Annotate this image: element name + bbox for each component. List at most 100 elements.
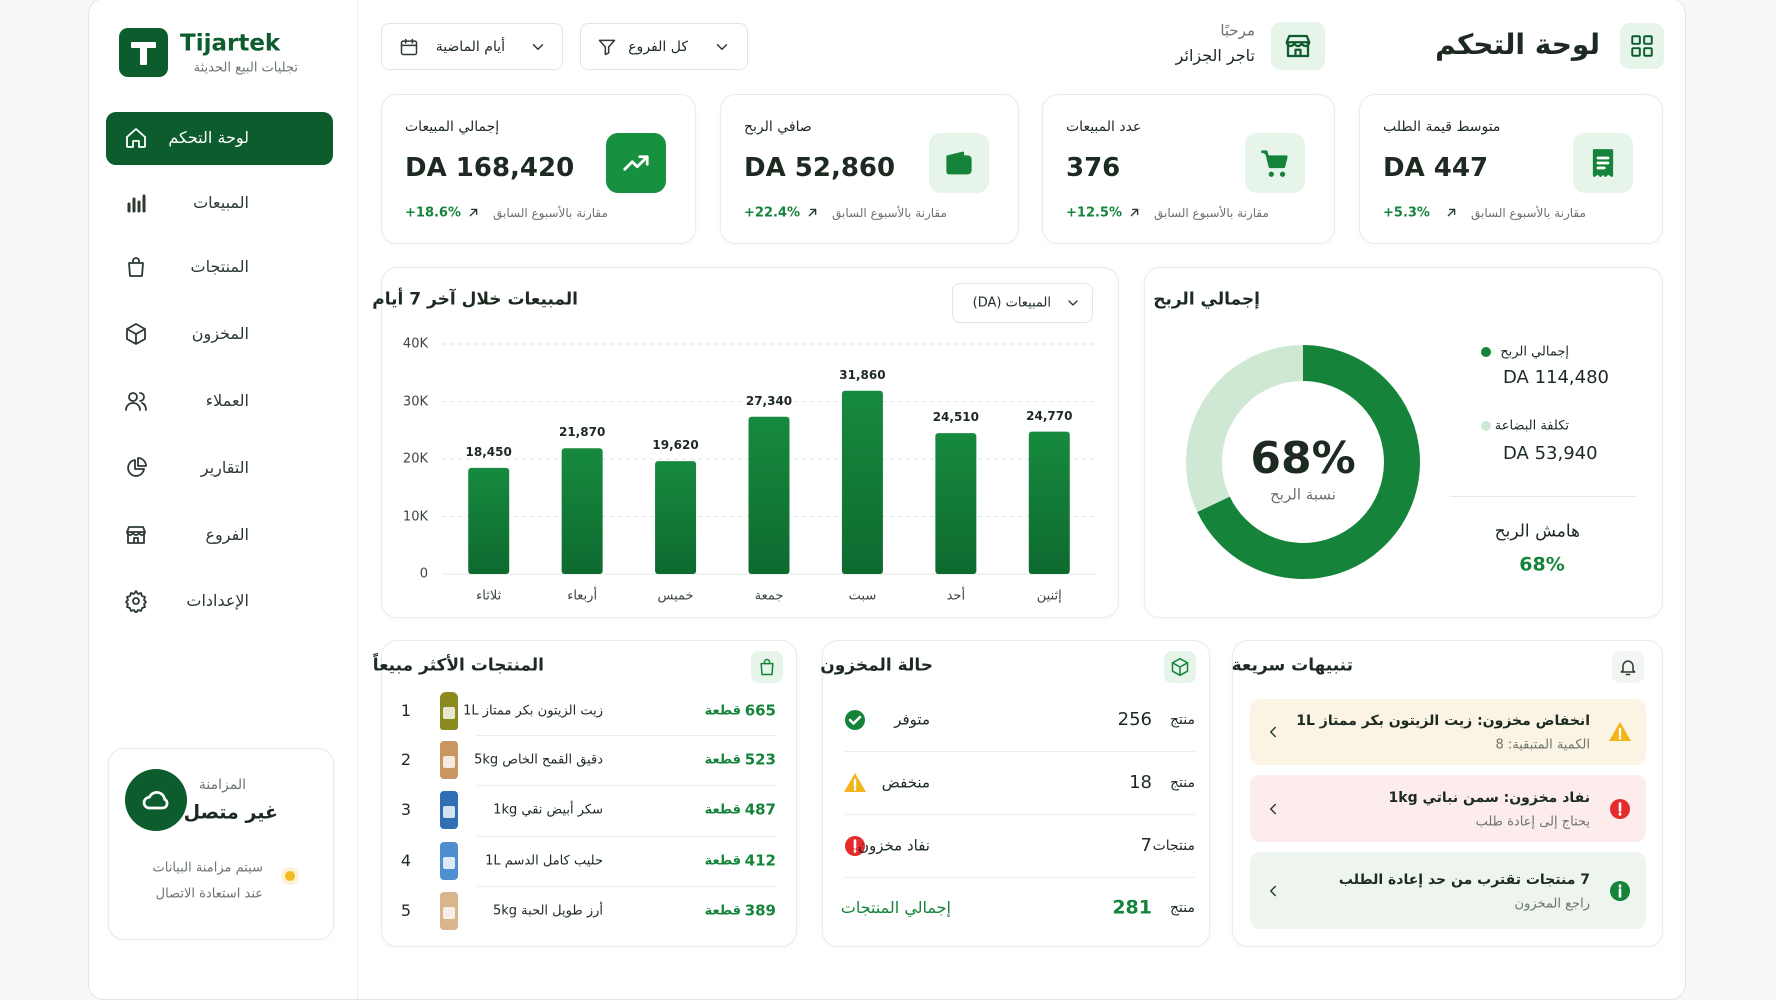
icon-part [1068, 300, 1078, 306]
kpi-change: +22.4% [744, 205, 800, 221]
period-filter[interactable] [381, 23, 563, 70]
bar-value-label: 24,510 [932, 410, 979, 425]
kpi-value: DA 52,860 [744, 153, 896, 183]
alert-title: نفاد مخزون: سمن نباتي 1kg [1388, 789, 1590, 806]
kpi-arrow [469, 208, 477, 216]
legend-value: DA 53,940 [1503, 443, 1598, 464]
period-filter-label: أيام الماضية [435, 39, 505, 55]
product-name: سكر أبيض نقي 1kg [493, 802, 603, 818]
legend-dot [1481, 421, 1491, 431]
alert-chevron [1270, 803, 1276, 814]
nav-icon [126, 526, 146, 544]
kpi-change: +18.6% [405, 205, 461, 221]
kpi-change: +5.3% [1383, 205, 1430, 221]
icon-part [469, 208, 477, 216]
store-icon [1285, 34, 1311, 58]
margin-value: 68% [1519, 553, 1565, 576]
chevron [532, 44, 544, 50]
sidebar-divider [357, 0, 358, 1000]
legend-label: إجمالي الربح [1500, 344, 1569, 360]
icon-part [598, 39, 616, 56]
kpi-compare: مقارنة بالأسبوع السابق [832, 206, 947, 220]
alert-item[interactable] [1250, 775, 1646, 842]
icon-part [125, 392, 147, 411]
nav-icon [127, 457, 147, 477]
legend-label: تكلفة البضاعة [1494, 418, 1569, 434]
kpi-label: صافي الربح [744, 119, 812, 135]
chart-dropdown-label: المبيعات (DA) [972, 295, 1051, 311]
product-thumb-label [443, 907, 455, 919]
nav-icon [125, 590, 147, 613]
row-divider [476, 735, 777, 736]
icon-part [1447, 208, 1455, 216]
alert-item[interactable] [1250, 699, 1646, 765]
nav-label: المبيعات [193, 193, 249, 212]
title-icon [1631, 35, 1653, 57]
sync-note: عند استعادة الاتصال [155, 886, 263, 902]
brand-tagline: تجليات البيع الحديثة [193, 60, 298, 76]
card-icon-bg [1612, 651, 1644, 683]
row-divider [844, 751, 1195, 752]
title-icon-bg [1620, 23, 1664, 69]
alert-detail: يحتاج إلى إعادة طلب [1475, 814, 1590, 829]
chart-dropdown[interactable] [952, 283, 1093, 323]
product-thumb-label [443, 707, 455, 719]
alert-item[interactable] [1250, 852, 1646, 929]
product-thumb-label [443, 806, 455, 818]
icon-part [1631, 35, 1641, 45]
icon-part [127, 194, 146, 213]
alert-title: انخفاض مخزون: زيت الزيتون بكر ممتاز 1L [1296, 713, 1590, 729]
icon-part [125, 590, 147, 613]
nav-icon [126, 323, 146, 345]
bar-value-label: 19,620 [652, 438, 699, 453]
icon-part [1620, 660, 1636, 676]
row-divider [476, 886, 777, 887]
icon-part [1643, 47, 1653, 57]
icon-part [400, 38, 418, 47]
y-tick-label: 20K [402, 451, 428, 467]
product-qty: 487 [744, 800, 776, 819]
stock-unit: منتجات [1152, 838, 1195, 854]
kpi-label: إجمالي المبيعات [405, 119, 500, 135]
icon-part [126, 128, 146, 148]
stock-label: متوفر [894, 710, 930, 729]
kpi-icon [1592, 149, 1614, 177]
product-thumb-label [443, 857, 455, 869]
x-tick-label: أربعاء [567, 588, 598, 604]
kpi-icon [946, 151, 972, 175]
alert-detail: الكمية المتبقية: 8 [1495, 737, 1591, 753]
sync-dot [285, 871, 295, 881]
calendar-icon [400, 38, 418, 56]
filter-icon [598, 39, 616, 56]
icon-part [946, 151, 972, 175]
product-name: أرز طويل الحبة 5kg [492, 903, 603, 919]
product-rank: 3 [400, 800, 412, 819]
icon-part [1643, 35, 1653, 45]
stock-card [822, 640, 1210, 947]
page-title: لوحة التحكم [1435, 28, 1600, 61]
product-name: زيت الزيتون بكر ممتاز 1L [463, 703, 603, 719]
y-tick-label: 0 [419, 566, 428, 582]
nav-label: لوحة التحكم [168, 128, 249, 147]
kpi-arrow [1447, 208, 1455, 216]
nav-label: المخزون [191, 324, 249, 343]
donut-center-value: 68% [1250, 433, 1356, 484]
product-name: دقيق القمح الخاص 5kg [474, 752, 603, 768]
product-unit: قطعة [704, 752, 741, 768]
card-icon [1620, 660, 1636, 676]
kpi-icon [1261, 150, 1288, 177]
alert-chevron [1270, 885, 1276, 896]
chevron [1068, 300, 1078, 306]
kpi-label: عدد المبيعات [1066, 119, 1142, 135]
icon-part [808, 208, 816, 216]
legend-divider [1450, 496, 1636, 497]
product-rank: 1 [400, 701, 412, 720]
kpi-value: DA 447 [1383, 153, 1489, 183]
product-rank: 4 [400, 851, 412, 870]
nav-active[interactable] [106, 112, 333, 165]
product-thumb-label [443, 756, 455, 768]
nav-label: الفروع [205, 525, 249, 544]
kpi-value: 376 [1066, 153, 1121, 183]
product-qty: 389 [744, 901, 776, 920]
card-title: تنبيهات سريعة [1231, 655, 1353, 676]
